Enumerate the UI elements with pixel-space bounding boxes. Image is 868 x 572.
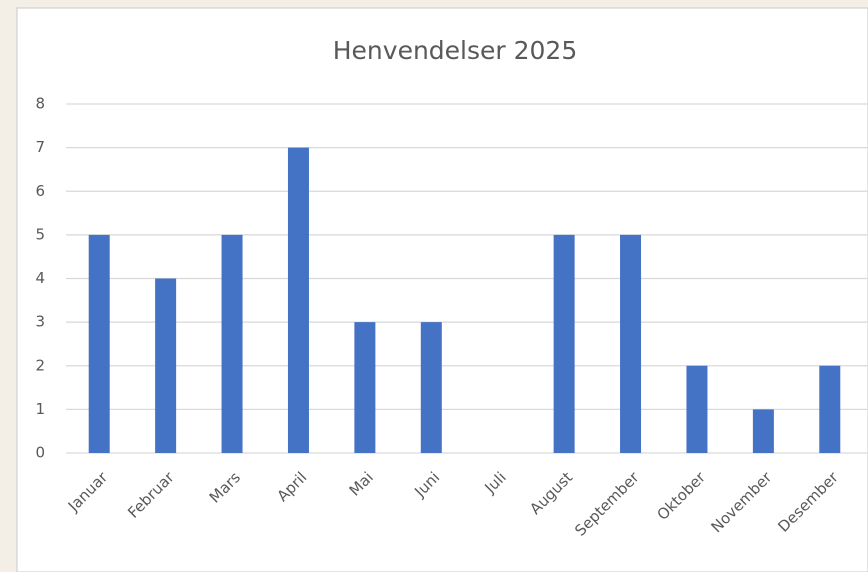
bar	[620, 234, 642, 453]
y-tick-label: 0	[35, 444, 45, 462]
chart-title: Henvendelser 2025	[333, 36, 578, 65]
y-tick-label: 6	[35, 182, 45, 200]
bar	[221, 234, 243, 453]
y-tick-label: 3	[35, 313, 45, 331]
bar	[88, 234, 110, 453]
bar	[287, 147, 309, 453]
bar	[420, 322, 442, 453]
y-tick-label: 1	[35, 400, 45, 418]
y-tick-label: 8	[35, 95, 45, 113]
y-tick-label: 4	[35, 269, 45, 287]
bar	[354, 322, 376, 453]
y-tick-label: 7	[35, 138, 45, 156]
y-tick-label: 2	[35, 356, 45, 374]
y-tick-label: 5	[35, 225, 45, 243]
bar	[553, 234, 575, 453]
bar	[155, 278, 177, 453]
bar	[819, 365, 841, 453]
bar	[752, 409, 774, 453]
bar	[686, 365, 708, 453]
